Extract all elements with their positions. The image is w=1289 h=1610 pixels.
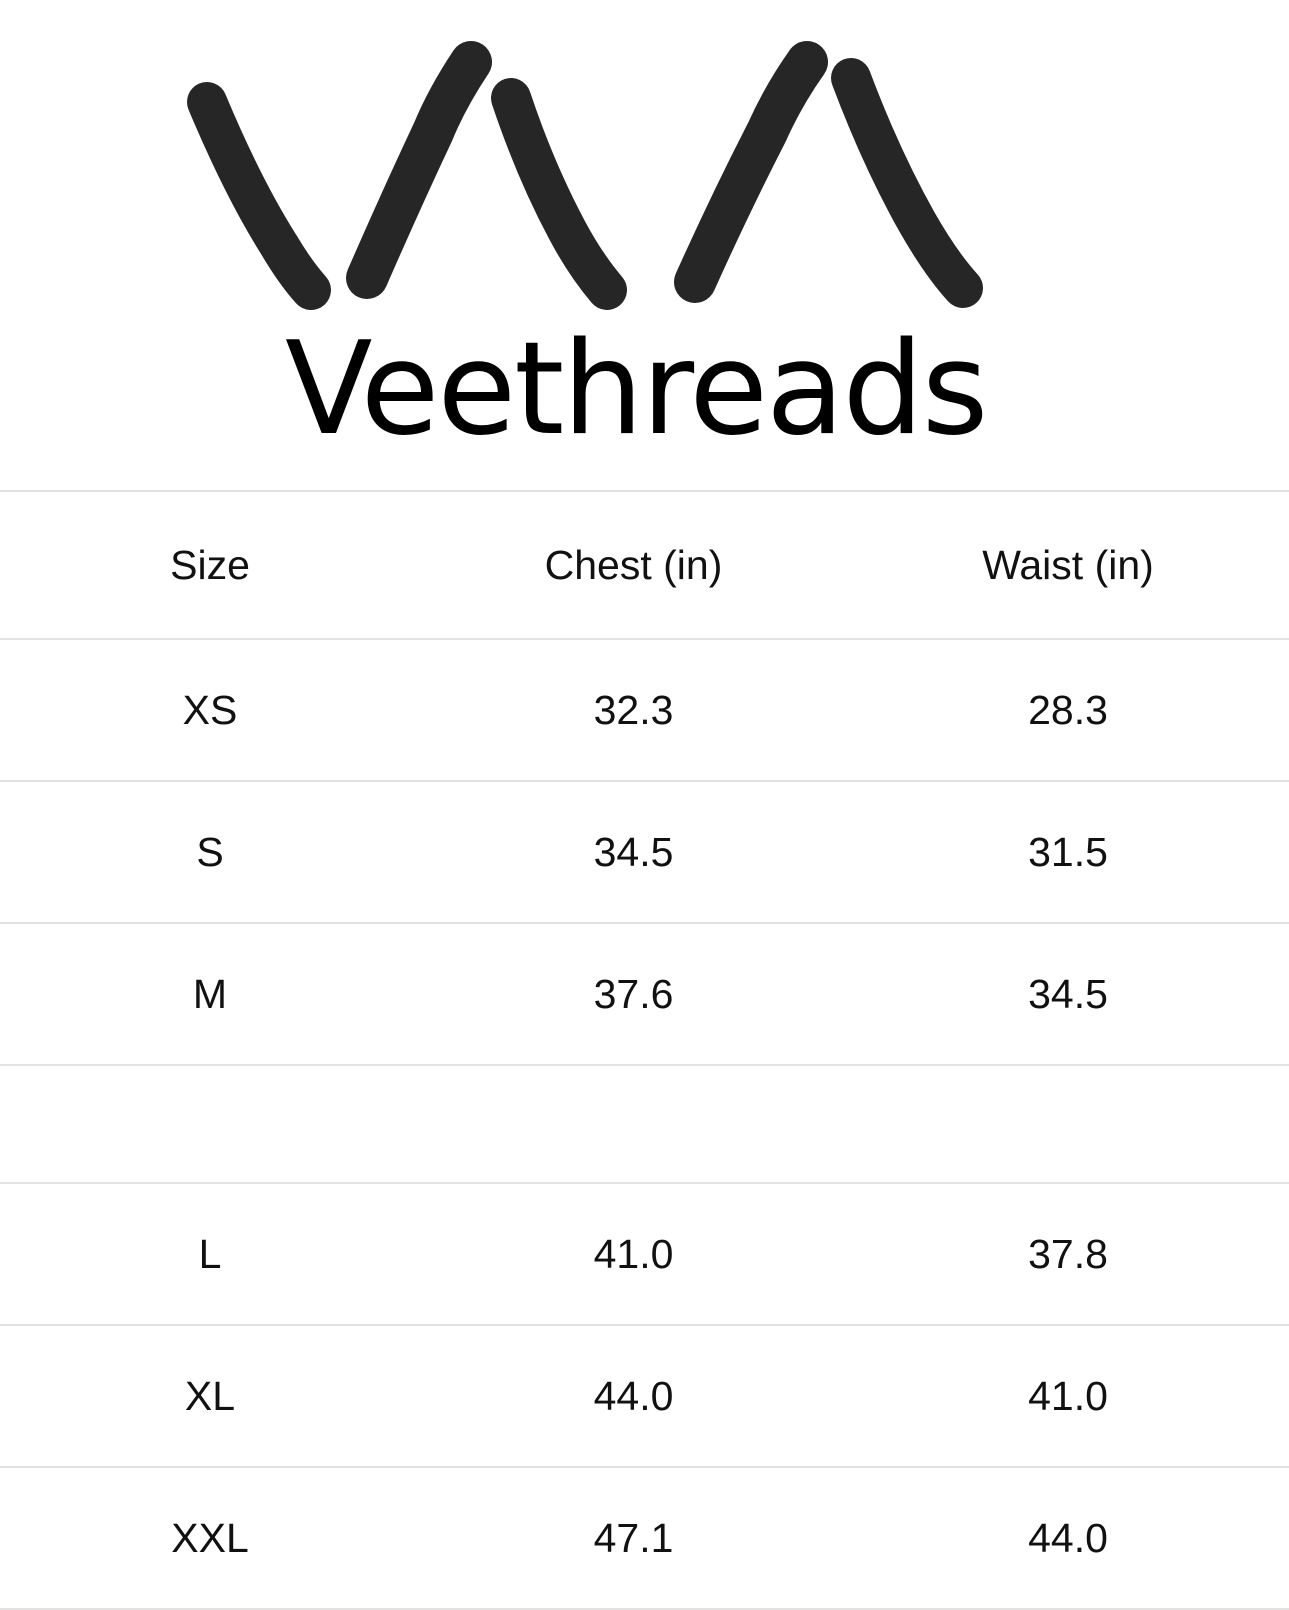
size-chart-table: Size Chest (in) Waist (in) XS 32.3 28.3 … xyxy=(0,490,1289,1610)
cell-waist: 28.3 xyxy=(847,638,1289,781)
cell-chest: 44.0 xyxy=(420,1324,847,1467)
table-row: M 37.6 34.5 xyxy=(0,922,1289,1065)
cell-waist: 37.8 xyxy=(847,1182,1289,1325)
cell-waist: 41.0 xyxy=(847,1324,1289,1467)
cell-waist: 34.5 xyxy=(847,922,1289,1065)
cell-chest: 34.5 xyxy=(420,780,847,923)
table-row: XL 44.0 41.0 xyxy=(0,1324,1289,1467)
cell-waist: 31.5 xyxy=(847,780,1289,923)
column-header-waist: Waist (in) xyxy=(847,490,1289,639)
cell-waist: 44.0 xyxy=(847,1466,1289,1610)
table-row-empty xyxy=(0,1064,1289,1183)
cell-chest: 37.6 xyxy=(420,922,847,1065)
column-header-size: Size xyxy=(0,490,420,639)
column-header-chest: Chest (in) xyxy=(420,490,847,639)
brand-wordmark: Veethreads xyxy=(285,305,1015,470)
cell-waist xyxy=(847,1064,1289,1183)
table-row: XXL 47.1 44.0 xyxy=(0,1466,1289,1610)
size-chart-body: XS 32.3 28.3 S 34.5 31.5 M 37.6 34.5 L 4… xyxy=(0,638,1289,1610)
crown-zigzag-brushstrokes-icon xyxy=(175,40,1035,310)
size-chart-header: Size Chest (in) Waist (in) xyxy=(0,490,1289,639)
cell-chest: 47.1 xyxy=(420,1466,847,1610)
cell-chest xyxy=(420,1064,847,1183)
cell-size: L xyxy=(0,1182,420,1325)
cell-chest: 41.0 xyxy=(420,1182,847,1325)
cell-size: M xyxy=(0,922,420,1065)
cell-size: S xyxy=(0,780,420,923)
cell-size: XXL xyxy=(0,1466,420,1610)
cell-chest: 32.3 xyxy=(420,638,847,781)
cell-size: XS xyxy=(0,638,420,781)
table-row: L 41.0 37.8 xyxy=(0,1182,1289,1325)
brand-wordmark-text: Veethreads xyxy=(285,315,986,464)
table-header-row: Size Chest (in) Waist (in) xyxy=(0,490,1289,639)
cell-size xyxy=(0,1064,420,1183)
brand-logo-block: Veethreads xyxy=(0,0,1289,490)
table-row: S 34.5 31.5 xyxy=(0,780,1289,923)
table-row: XS 32.3 28.3 xyxy=(0,638,1289,781)
cell-size: XL xyxy=(0,1324,420,1467)
